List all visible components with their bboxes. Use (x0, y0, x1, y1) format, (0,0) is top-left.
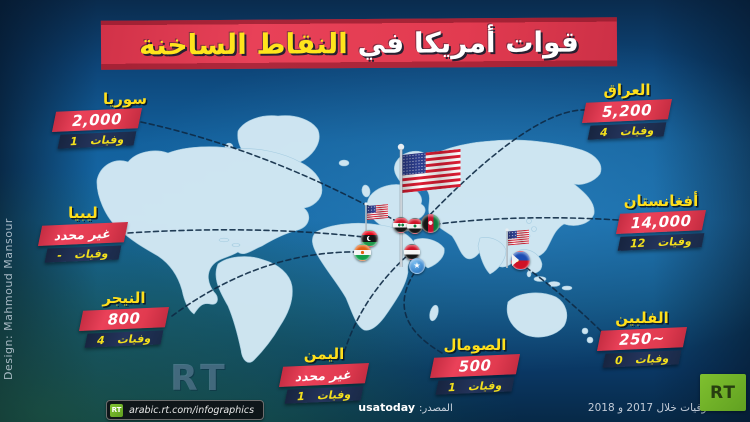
country-name: سوريا (102, 90, 148, 108)
us-flag-asia (505, 228, 529, 268)
deaths-word: وفيات (73, 246, 110, 261)
connector-lines (127, 109, 619, 361)
troops-strip: 14,000 (615, 210, 707, 234)
deaths-value: 4 (598, 125, 609, 139)
country-name: الفلبين (615, 309, 669, 327)
infographics-url: arabic.rt.com/infographics (129, 404, 255, 416)
troops-strip: 800 (78, 307, 170, 331)
troops-value: 500 (456, 356, 494, 376)
troops-value: 14,000 (628, 211, 694, 233)
deaths-value: - (56, 248, 64, 262)
infographics-url-badge: RT arabic.rt.com/infographics (106, 400, 265, 420)
line-iraq (422, 109, 587, 223)
source-line: المصدر: usatoday (338, 401, 473, 414)
country-name: النيجر (102, 289, 146, 307)
deaths-strip: وفيات 12 (617, 233, 705, 251)
continent-australia (506, 292, 568, 338)
deaths-strip: وفيات 4 (84, 330, 164, 348)
country-label-iraq: العراق 5,200 وفيات 4 (572, 81, 682, 140)
line-somalia (403, 268, 443, 354)
continent-south-america (215, 256, 293, 363)
designer-credit: Design: Mahmoud Mansour (2, 218, 15, 380)
line-libya (127, 229, 365, 238)
continent-asia (421, 139, 602, 268)
star-icon: ★ (413, 261, 421, 270)
line-yemen (341, 253, 410, 361)
line-afghanistan (437, 216, 619, 225)
flag-pin-somalia: ★ (409, 258, 425, 274)
deaths-value: 4 (95, 333, 106, 347)
deaths-word: وفيات (89, 132, 126, 147)
country-name: اليمن (303, 345, 345, 363)
country-label-niger: النيجر 800 وفيات 4 (69, 289, 179, 348)
us-flag-europe (364, 202, 388, 249)
troops-value: 250~ (617, 328, 667, 350)
us-flag-main (397, 143, 461, 267)
source-label: المصدر: (419, 403, 453, 414)
deaths-strip: وفيات 1 (57, 131, 137, 149)
country-name: ليبيا (68, 204, 98, 222)
troops-strip: 5,200 (581, 99, 673, 123)
troops-value: غير محدد (53, 225, 113, 243)
troops-value: 2,000 (70, 109, 124, 131)
troops-strip: 2,000 (51, 108, 143, 132)
deaths-strip: وفيات - (44, 245, 122, 263)
country-label-syria: سوريا 2,000 وفيات 1 (42, 90, 152, 149)
deaths-value: 0 (613, 353, 624, 367)
country-name: الصومال (443, 336, 507, 354)
troops-value: 800 (105, 309, 143, 329)
continent-africa (312, 222, 417, 331)
country-label-somalia: الصومال 500 وفيات 1 (420, 336, 530, 395)
flag-pin-philippines (511, 251, 530, 270)
deaths-word: وفيات (619, 123, 656, 138)
deaths-value: 12 (628, 236, 647, 250)
deaths-word: وفيات (467, 378, 504, 393)
deaths-word: وفيات (116, 331, 153, 346)
deaths-value: 1 (295, 389, 306, 403)
source-value: usatoday (358, 401, 416, 414)
flag-pin-niger (354, 244, 371, 261)
deaths-strip: وفيات 4 (587, 122, 667, 140)
country-label-libya: ليبيا غير محدد وفيات - (28, 204, 138, 263)
line-syria (140, 121, 397, 222)
line-niger (171, 251, 361, 317)
deaths-value: 1 (446, 380, 457, 394)
country-label-yemen: اليمن غير محدد وفيات 1 (269, 345, 379, 404)
troops-value: 5,200 (600, 100, 654, 122)
rt-logo: RT (700, 374, 746, 411)
troops-strip: غير محدد (278, 363, 370, 387)
country-label-afghanistan: أفغانستان 14,000 وفيات 12 (606, 192, 716, 251)
title-white-part: قوات أمريكا في (357, 25, 580, 61)
troops-strip: غير محدد (37, 222, 129, 246)
rt-badge-icon: RT (110, 403, 123, 417)
troops-value: غير محدد (294, 366, 354, 384)
title-banner: قوات أمريكا في النقاط الساخنة (100, 17, 618, 70)
deaths-period-note: الوفيات خلال 2017 و 2018 (587, 402, 713, 414)
flag-pin-libya (361, 230, 378, 247)
line-philippines (523, 265, 602, 332)
troops-strip: 500 (429, 354, 521, 378)
country-label-philippines: الفلبين 250~ وفيات 0 (587, 309, 697, 368)
deaths-strip: وفيات 0 (602, 350, 682, 368)
deaths-strip: وفيات 1 (435, 377, 515, 395)
deaths-word: وفيات (316, 387, 353, 402)
deaths-word: وفيات (634, 351, 671, 366)
title-yellow-part: النقاط الساخنة (138, 27, 348, 62)
page-title: قوات أمريكا في النقاط الساخنة (139, 25, 579, 61)
country-name: أفغانستان (623, 192, 699, 210)
rt-watermark: RT (170, 358, 229, 399)
country-name: العراق (603, 81, 651, 99)
deaths-value: 1 (68, 134, 79, 148)
deaths-word: وفيات (656, 234, 694, 249)
flag-pin-afghanistan (421, 214, 440, 233)
troops-strip: 250~ (596, 327, 688, 351)
